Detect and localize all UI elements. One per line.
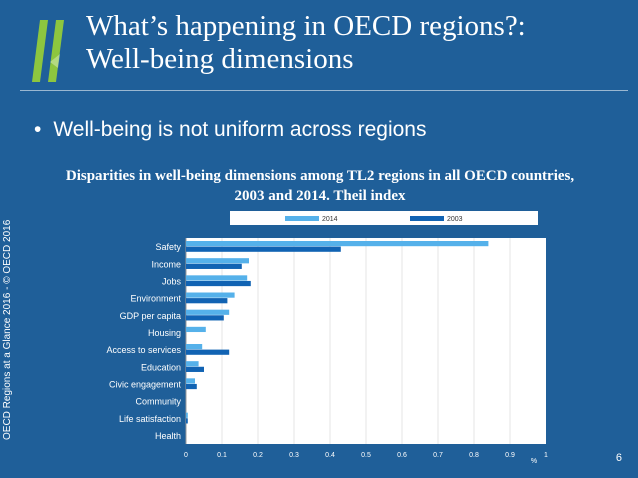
bar-2003 — [186, 383, 197, 390]
bar-2014 — [186, 326, 206, 333]
slide-title-line2: Well-being dimensions — [86, 43, 354, 75]
x-tick-label: 1 — [544, 452, 548, 459]
category-label: Civic engagement — [109, 379, 182, 389]
legend-label: 2014 — [322, 216, 338, 223]
x-tick-label: 0.1 — [217, 452, 227, 459]
category-label: Community — [135, 397, 181, 407]
bar-2014 — [186, 275, 248, 281]
category-label: Safety — [155, 242, 181, 252]
bullet-dot-icon: • — [34, 118, 42, 141]
category-label: Income — [151, 259, 181, 269]
slide-title-line1: What’s happening in OECD regions?: — [86, 10, 526, 42]
category-label: Education — [141, 362, 181, 372]
category-label: GDP per capita — [120, 311, 181, 321]
bar-2014 — [186, 361, 199, 367]
legend-box — [230, 211, 538, 225]
bar-2014 — [186, 344, 203, 350]
bar-2003 — [186, 315, 224, 321]
bullet-point: • Well-being is not uniform across region… — [34, 118, 426, 142]
bar-2014 — [186, 309, 230, 315]
bar-2003 — [186, 349, 230, 355]
legend-swatch — [285, 216, 319, 221]
oecd-logo-icon — [32, 20, 64, 82]
category-label: Environment — [130, 294, 181, 304]
bar-2014 — [186, 292, 235, 298]
x-tick-label: 0.4 — [325, 452, 335, 459]
bar-2003 — [186, 418, 188, 424]
slide-title: What’s happening in OECD regions?: Well-… — [86, 10, 626, 76]
bar-2014 — [186, 241, 489, 247]
bar-2003 — [186, 280, 251, 287]
x-tick-label: 0.2 — [253, 452, 263, 459]
bullet-text: Well-being is not uniform across regions — [53, 118, 427, 141]
category-label: Health — [155, 431, 181, 441]
bar-2003 — [186, 246, 341, 252]
title-divider — [20, 90, 628, 91]
bar-2014 — [186, 378, 195, 384]
category-label: Access to services — [106, 345, 181, 355]
category-label: Jobs — [162, 276, 182, 286]
x-tick-label: 0.6 — [397, 452, 407, 459]
bar-2003 — [186, 298, 228, 304]
chart-title: Disparities in well-being dimensions amo… — [65, 168, 575, 204]
x-tick-label: 0.7 — [433, 452, 443, 459]
bar-2014 — [186, 258, 249, 264]
bar-2003 — [186, 366, 204, 372]
x-tick-label: 0.5 — [361, 452, 371, 459]
side-source-note: OECD Regions at a Glance 2016 - © OECD 2… — [2, 219, 13, 440]
x-tick-label: 0.9 — [505, 452, 515, 459]
category-label: Housing — [148, 328, 181, 338]
page-number: 6 — [615, 452, 622, 464]
legend-label: 2003 — [447, 216, 463, 223]
x-tick-label: 0.3 — [289, 452, 299, 459]
bar-2003 — [186, 263, 242, 269]
bar-2014 — [186, 412, 188, 418]
x-tick-label: 0.8 — [469, 452, 479, 459]
x-tick-label: 0 — [184, 452, 188, 459]
category-label: Life satisfaction — [119, 414, 181, 424]
legend-swatch — [410, 216, 444, 221]
x-axis-label: % — [531, 458, 537, 465]
